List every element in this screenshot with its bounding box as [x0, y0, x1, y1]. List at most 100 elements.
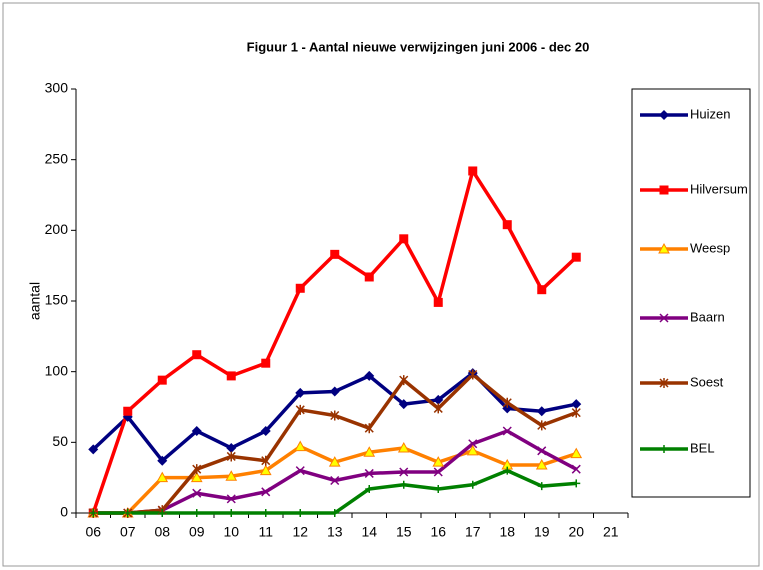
y-tick-label: 50 [52, 433, 68, 449]
x-tick-label: 11 [258, 524, 273, 540]
marker [260, 426, 271, 437]
marker [261, 455, 271, 466]
marker [468, 369, 478, 380]
marker [399, 234, 409, 244]
y-tick-label: 0 [60, 504, 68, 520]
y-axis-label: aantal [27, 282, 43, 320]
y-tick-label: 150 [45, 292, 69, 308]
marker [330, 475, 340, 486]
marker [295, 404, 305, 415]
y-tick-label: 250 [45, 150, 69, 166]
legend-text: Soest [690, 374, 724, 389]
marker [365, 484, 374, 493]
marker [659, 313, 669, 323]
marker [468, 166, 478, 176]
marker [537, 446, 547, 456]
marker [659, 185, 669, 195]
marker [537, 482, 546, 491]
x-tick-label: 18 [499, 524, 515, 540]
x-tick-label: 20 [568, 524, 584, 540]
marker [330, 410, 340, 421]
marker [225, 470, 238, 481]
marker [158, 509, 167, 517]
marker [659, 378, 669, 388]
marker [123, 509, 132, 517]
marker [226, 451, 236, 462]
marker [502, 397, 512, 408]
marker [364, 370, 375, 381]
marker [157, 455, 168, 466]
marker [330, 509, 339, 517]
chart-title: Figuur 1 - Aantal nieuwe verwijzingen ju… [247, 39, 590, 54]
x-tick-label: 21 [603, 524, 619, 540]
marker [571, 464, 581, 474]
marker [226, 442, 237, 453]
marker [157, 375, 167, 385]
marker [226, 494, 236, 504]
marker [399, 480, 408, 489]
marker [364, 423, 374, 434]
marker [329, 386, 340, 397]
marker [295, 283, 305, 293]
marker [259, 464, 272, 476]
x-tick-label: 07 [120, 524, 136, 540]
marker [503, 466, 512, 475]
marker [433, 467, 443, 477]
marker [572, 479, 581, 488]
marker [227, 509, 236, 517]
marker [537, 285, 547, 295]
marker [296, 509, 305, 517]
marker [502, 426, 512, 436]
marker [399, 467, 409, 477]
marker [502, 220, 512, 230]
marker [156, 471, 169, 483]
marker [536, 406, 547, 417]
x-tick-label: 12 [292, 524, 308, 540]
marker [192, 509, 201, 517]
marker [466, 444, 479, 456]
marker [364, 272, 374, 282]
x-tick-label: 08 [154, 524, 170, 540]
marker [330, 249, 340, 259]
marker [295, 466, 305, 476]
marker [468, 480, 477, 489]
x-tick-label: 09 [189, 524, 205, 540]
marker [660, 445, 668, 453]
marker [294, 440, 307, 452]
x-tick-label: 16 [430, 524, 446, 540]
x-tick-label: 17 [465, 524, 481, 540]
marker [397, 441, 410, 453]
marker [261, 509, 270, 517]
x-tick-label: 10 [223, 524, 239, 540]
marker [192, 488, 202, 498]
marker [433, 403, 443, 414]
legend-text: Huizen [690, 106, 730, 121]
marker [433, 297, 443, 307]
marker [570, 447, 583, 459]
marker [261, 358, 271, 368]
x-tick-label: 13 [327, 524, 343, 540]
y-tick-label: 200 [45, 221, 69, 237]
marker [261, 487, 271, 497]
marker [192, 350, 202, 360]
marker [328, 456, 341, 467]
marker [226, 371, 236, 381]
y-tick-label: 100 [45, 362, 69, 378]
x-tick-label: 14 [361, 524, 377, 540]
marker [190, 471, 203, 483]
marker [571, 407, 581, 418]
marker [434, 484, 443, 493]
marker [363, 446, 376, 457]
legend-box [631, 88, 751, 498]
marker [432, 456, 445, 467]
legend-text: Weesp [690, 240, 730, 255]
marker [659, 110, 669, 120]
x-tick-label: 15 [396, 524, 412, 540]
legend-text: Baarn [690, 309, 725, 324]
marker [468, 439, 478, 449]
marker [89, 509, 98, 517]
marker [571, 399, 582, 410]
marker [399, 375, 409, 386]
marker [398, 399, 409, 410]
marker [123, 406, 133, 416]
